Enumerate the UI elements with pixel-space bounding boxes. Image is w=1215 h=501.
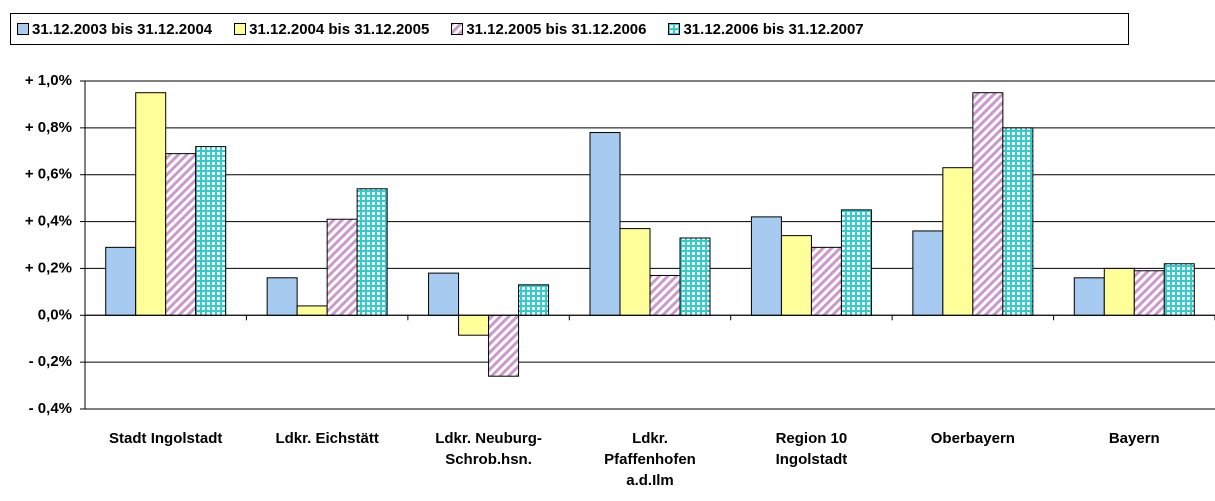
y-tick-label: - 0,2% xyxy=(29,353,72,370)
bar xyxy=(518,284,550,316)
legend-label: 31.12.2005 bis 31.12.2006 xyxy=(466,20,647,38)
legend-swatch xyxy=(234,23,247,35)
bar xyxy=(428,272,460,316)
legend-item: 31.12.2005 bis 31.12.2006 xyxy=(451,21,646,38)
legend-item: 31.12.2003 bis 31.12.2004 xyxy=(17,21,212,38)
bar xyxy=(912,230,944,316)
bar xyxy=(195,146,227,316)
legend-swatch xyxy=(17,23,29,35)
x-tick-label: Oberbayern xyxy=(930,430,1015,447)
bar xyxy=(1073,277,1105,316)
bar xyxy=(458,314,490,336)
bar xyxy=(296,305,328,316)
bar xyxy=(135,92,167,316)
bar xyxy=(589,132,621,316)
y-tick-label: 0,0% xyxy=(38,306,72,323)
legend: 31.12.2003 bis 31.12.2004 31.12.2004 bis … xyxy=(10,13,1129,45)
y-tick-label: + 0,6% xyxy=(25,166,72,183)
y-tick-label: + 0,4% xyxy=(25,213,72,230)
bar xyxy=(840,209,872,316)
legend-item: 31.12.2006 bis 31.12.2007 xyxy=(668,20,864,38)
bar xyxy=(356,188,388,316)
bar xyxy=(619,228,651,316)
legend-swatch xyxy=(668,23,681,35)
x-tick-label: Region 10 Ingolstadt xyxy=(775,430,848,468)
x-tick-label: Ldkr. Eichstätt xyxy=(275,430,379,447)
bar xyxy=(1103,267,1135,316)
x-tick-label: Ldkr. Neuburg- Schrob.hsn. xyxy=(435,430,542,468)
bar xyxy=(1163,263,1195,316)
legend-swatch-fill xyxy=(668,23,681,35)
bar xyxy=(165,153,197,316)
bar xyxy=(105,246,137,316)
bar xyxy=(1002,127,1034,316)
legend-swatch-fill xyxy=(17,23,29,35)
legend-swatch xyxy=(451,23,464,35)
x-tick-label: Ldkr. Pfaffenhofen a.d.Ilm xyxy=(604,430,696,489)
y-tick-label: - 0,4% xyxy=(29,400,72,417)
legend-swatch-fill xyxy=(234,23,247,35)
bar xyxy=(810,246,842,316)
y-tick-label: + 1,0% xyxy=(25,72,72,89)
x-tick-label: Stadt Ingolstadt xyxy=(109,430,223,447)
bar xyxy=(750,216,782,316)
legend-label: 31.12.2006 bis 31.12.2007 xyxy=(683,20,864,38)
bar xyxy=(942,167,974,316)
bar xyxy=(972,92,1004,316)
bar xyxy=(679,237,711,316)
y-tick-label: + 0,8% xyxy=(25,119,72,136)
legend-swatch-fill xyxy=(451,23,464,35)
bar xyxy=(780,235,812,316)
legend-item: 31.12.2004 bis 31.12.2005 xyxy=(234,21,429,38)
y-tick-label: + 0,2% xyxy=(25,259,72,276)
legend-label: 31.12.2004 bis 31.12.2005 xyxy=(249,20,430,38)
bar xyxy=(649,274,681,316)
legend-label: 31.12.2003 bis 31.12.2004 xyxy=(32,20,213,38)
bar xyxy=(1133,270,1165,316)
bar xyxy=(488,314,520,377)
bar xyxy=(326,218,358,316)
bar xyxy=(266,277,298,316)
x-tick-label: Bayern xyxy=(1108,430,1160,447)
